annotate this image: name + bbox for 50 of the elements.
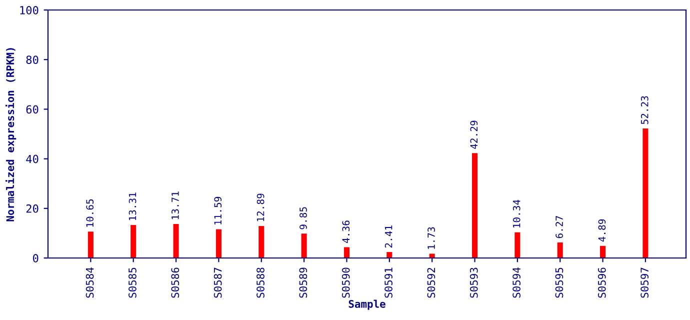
data-label: 52.23 <box>640 96 648 124</box>
data-label: 10.65 <box>86 199 94 227</box>
data-label: 13.71 <box>172 192 179 220</box>
data-label: 10.34 <box>512 200 520 228</box>
bar <box>88 232 94 258</box>
bar <box>514 232 520 258</box>
bar <box>258 226 264 258</box>
data-label: 42.29 <box>470 120 478 149</box>
x-tick-label: S0596 <box>598 268 606 298</box>
y-tick-label: 60 <box>26 105 38 114</box>
x-tick-label: S0585 <box>128 268 136 298</box>
data-label: 4.36 <box>342 220 350 243</box>
data-label: 4.89 <box>598 219 606 242</box>
bar <box>642 128 648 258</box>
x-tick-label: S0590 <box>342 268 350 298</box>
x-tick-label: S0588 <box>256 268 264 298</box>
y-axis-title: Normalized expression (RPKM) <box>5 48 16 222</box>
x-tick-label: S0587 <box>214 268 222 298</box>
x-tick-label: S0591 <box>384 268 392 298</box>
x-tick-label: S0589 <box>299 268 308 298</box>
x-tick-label: S0586 <box>171 268 180 298</box>
data-label: 11.59 <box>214 196 222 224</box>
x-tick-label: S0593 <box>470 268 478 298</box>
bar <box>557 242 563 258</box>
bar <box>344 247 350 258</box>
x-tick-label: S0584 <box>86 268 94 298</box>
bar <box>173 224 179 258</box>
x-axis-title: Sample <box>348 300 386 310</box>
x-tick-label: S0592 <box>427 268 436 298</box>
bar <box>600 246 606 258</box>
bar <box>472 153 478 258</box>
y-tick-label: 80 <box>26 56 38 64</box>
x-tick-label: S0595 <box>555 268 564 298</box>
data-label: 13.31 <box>128 192 136 220</box>
data-label: 1.73 <box>428 227 435 249</box>
data-label: 9.85 <box>300 207 307 230</box>
bar <box>301 234 307 258</box>
bar <box>130 224 136 258</box>
y-tick-label: 20 <box>26 204 38 213</box>
y-tick-label: 40 <box>26 154 38 164</box>
bar <box>429 254 435 258</box>
x-tick-label: S0597 <box>640 268 649 298</box>
y-tick-label: 0 <box>33 254 38 262</box>
x-tick-label: S0594 <box>512 268 520 298</box>
bar <box>386 252 392 258</box>
data-label: 6.27 <box>556 216 563 238</box>
data-label: 2.41 <box>384 226 392 248</box>
y-tick-label: 100 <box>20 6 38 14</box>
bar <box>216 229 222 258</box>
data-label: 12.89 <box>256 194 264 222</box>
